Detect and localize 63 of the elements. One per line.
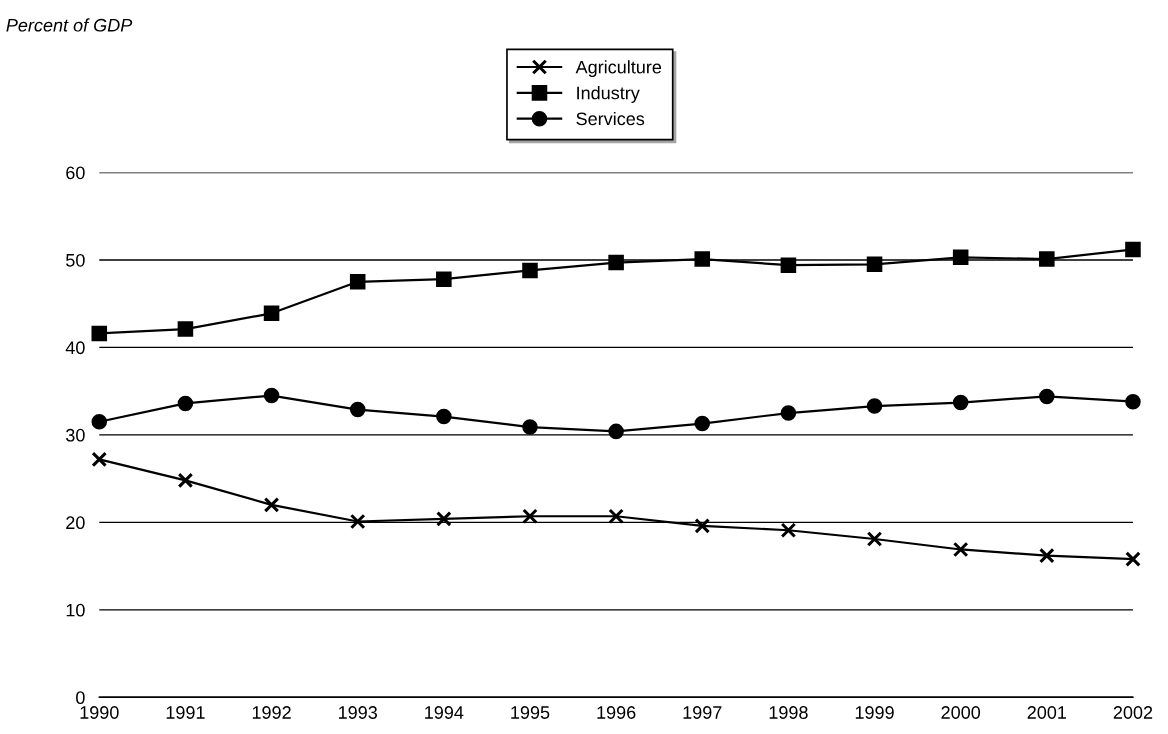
point — [1039, 547, 1055, 564]
point — [608, 423, 624, 440]
point — [952, 394, 969, 411]
point — [436, 408, 452, 425]
x-tick-label: 1995 — [511, 706, 550, 719]
point — [177, 395, 194, 412]
x-tick-label: 1991 — [166, 706, 205, 719]
x-tick-label: 2002 — [1113, 706, 1153, 719]
point — [91, 451, 108, 468]
point — [522, 508, 538, 525]
x-tick-label: 1993 — [339, 706, 377, 719]
point — [349, 513, 366, 530]
y-tick-label: 30 — [66, 428, 85, 442]
x-tick-label: 1998 — [769, 706, 808, 719]
point — [1125, 393, 1141, 410]
point — [1039, 251, 1055, 267]
y-tick-label: 40 — [65, 341, 85, 355]
y-tick-label: 0 — [76, 691, 85, 705]
point — [608, 508, 624, 525]
x-tick-label: 1999 — [855, 706, 894, 719]
point — [952, 541, 969, 558]
point — [866, 256, 883, 273]
y-tick-label: 20 — [66, 516, 85, 530]
point — [694, 415, 711, 432]
x-tick-label: 1992 — [252, 706, 291, 719]
point — [608, 254, 624, 271]
point — [780, 405, 797, 421]
point — [263, 387, 280, 404]
point — [780, 522, 797, 539]
point — [1125, 241, 1141, 258]
point — [866, 398, 883, 414]
x-tick-label: 1997 — [683, 706, 722, 719]
point — [436, 271, 452, 287]
x-tick-label: 1990 — [80, 706, 119, 719]
point — [1039, 388, 1055, 405]
text: Percent of GDP — [6, 18, 133, 32]
point — [263, 497, 280, 513]
point — [694, 251, 711, 267]
point — [780, 257, 797, 273]
point — [522, 262, 538, 279]
legend-label: Industry — [577, 86, 640, 103]
point — [349, 401, 366, 418]
point — [1125, 551, 1141, 567]
point — [91, 414, 108, 430]
point — [522, 419, 538, 435]
y-tick-label: 10 — [66, 603, 85, 617]
y-tick-label: 50 — [66, 253, 85, 267]
point — [866, 531, 883, 547]
legend-label: Services — [576, 111, 645, 126]
point — [91, 325, 108, 342]
point — [263, 305, 280, 322]
x-tick-label: 1994 — [425, 706, 464, 719]
x-tick-label: 2001 — [1027, 706, 1067, 719]
point — [177, 321, 194, 337]
point — [694, 518, 711, 534]
y-tick-label: 60 — [66, 166, 85, 180]
x-tick-label: 1996 — [597, 706, 636, 719]
point — [349, 274, 366, 290]
point — [177, 472, 194, 489]
point — [952, 249, 969, 266]
x-tick-label: 2000 — [941, 706, 981, 719]
legend-label: Agriculture — [575, 60, 662, 78]
point — [436, 511, 452, 527]
